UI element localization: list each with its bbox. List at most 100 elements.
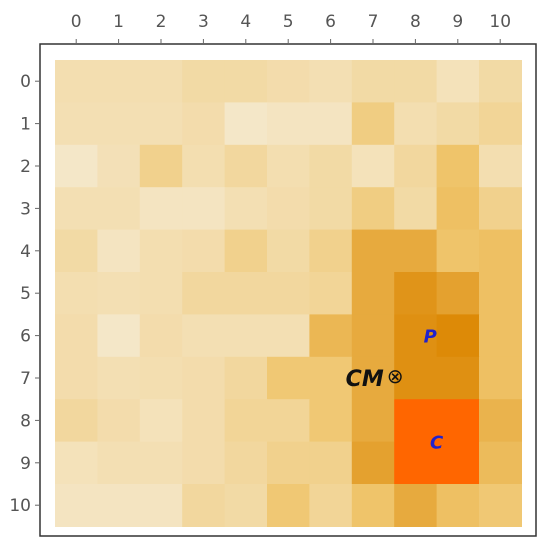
heatmap-cell-r7-c4 — [224, 356, 268, 400]
heatmap-cell-r8-c7 — [351, 399, 395, 443]
heatmap-cell-r6-c10 — [479, 314, 522, 358]
heatmap-cell-r2-c2 — [139, 144, 183, 188]
heatmap-cell-r9-c5 — [267, 441, 310, 485]
heatmap-cell-r0-c1 — [97, 60, 141, 103]
heatmap-cell-r8-c10 — [479, 399, 522, 443]
heatmap-cell-r1-c4 — [224, 102, 268, 146]
heatmap-cell-r2-c10 — [479, 144, 522, 188]
heatmap-cell-r3-c7 — [351, 187, 395, 231]
heatmap-cell-r10-c1 — [97, 484, 141, 527]
heatmap-cell-r9-c8 — [394, 441, 438, 485]
heatmap-cell-r4-c7 — [351, 229, 395, 273]
heatmap-cell-r3-c2 — [139, 187, 183, 231]
heatmap-cell-r8-c2 — [139, 399, 183, 443]
y-tick-label-1: 1 — [20, 115, 31, 135]
heatmap-cell-r6-c0 — [55, 314, 98, 358]
heatmap-cell-r7-c2 — [139, 356, 183, 400]
heatmap-cell-r3-c4 — [224, 187, 268, 231]
heatmap-cell-r2-c6 — [309, 144, 353, 188]
y-tick-label-6: 6 — [20, 327, 31, 347]
heatmap-cell-r7-c9 — [436, 356, 480, 400]
heatmap-cell-r6-c3 — [182, 314, 226, 358]
x-tick-label-3: 3 — [198, 12, 209, 32]
heatmap-cells — [55, 60, 522, 527]
heatmap-cell-r1-c2 — [139, 102, 183, 146]
heatmap-cell-r9-c4 — [224, 441, 268, 485]
x-tick-label-2: 2 — [156, 12, 167, 32]
heatmap-cell-r5-c10 — [479, 272, 522, 315]
heatmap-cell-r3-c3 — [182, 187, 226, 231]
heatmap-cell-r6-c6 — [309, 314, 353, 358]
heatmap-cell-r0-c0 — [55, 60, 98, 103]
heatmap-cell-r10-c2 — [139, 484, 183, 527]
heatmap-cell-r8-c1 — [97, 399, 141, 443]
x-tick-label-1: 1 — [113, 12, 124, 32]
annotations: P C CM ⊗ — [346, 327, 444, 454]
heatmap-cell-r2-c3 — [182, 144, 226, 188]
heatmap-cell-r9-c0 — [55, 441, 98, 485]
heatmap-cell-r6-c8 — [394, 314, 438, 358]
heatmap-cell-r0-c6 — [309, 60, 353, 103]
heatmap-cell-r5-c9 — [436, 272, 480, 315]
heatmap-cell-r5-c3 — [182, 272, 226, 315]
heatmap-cell-r9-c7 — [351, 441, 395, 485]
heatmap-cell-r9-c10 — [479, 441, 522, 485]
heatmap-cell-r4-c2 — [139, 229, 183, 273]
heatmap-cell-r1-c9 — [436, 102, 480, 146]
heatmap-cell-r1-c8 — [394, 102, 438, 146]
heatmap-cell-r7-c6 — [309, 356, 353, 400]
heatmap-cell-r3-c1 — [97, 187, 141, 231]
heatmap-cell-r9-c3 — [182, 441, 226, 485]
heatmap-cell-r6-c1 — [97, 314, 141, 358]
heatmap-cell-r5-c2 — [139, 272, 183, 315]
heatmap-cell-r4-c10 — [479, 229, 522, 273]
heatmap-cell-r6-c9 — [436, 314, 480, 358]
heatmap-cell-r4-c3 — [182, 229, 226, 273]
heatmap-cell-r2-c8 — [394, 144, 438, 188]
heatmap-cell-r9-c1 — [97, 441, 141, 485]
heatmap-cell-r8-c5 — [267, 399, 310, 443]
heatmap-cell-r3-c6 — [309, 187, 353, 231]
heatmap-cell-r4-c1 — [97, 229, 141, 273]
y-tick-label-9: 9 — [20, 454, 31, 474]
heatmap-cell-r2-c9 — [436, 144, 480, 188]
heatmap-cell-r0-c7 — [351, 60, 395, 103]
heatmap-cell-r8-c4 — [224, 399, 268, 443]
heatmap-cell-r1-c6 — [309, 102, 353, 146]
heatmap-cell-r3-c9 — [436, 187, 480, 231]
heatmap-cell-r4-c0 — [55, 229, 98, 273]
heatmap-cell-r6-c2 — [139, 314, 183, 358]
heatmap-cell-r10-c7 — [351, 484, 395, 527]
heatmap-cell-r4-c4 — [224, 229, 268, 273]
heatmap-cell-r0-c3 — [182, 60, 226, 103]
annotation-cm-label: CM — [346, 367, 384, 392]
y-tick-label-10: 10 — [9, 496, 31, 516]
heatmap-cell-r8-c9 — [436, 399, 480, 443]
heatmap-cell-r8-c0 — [55, 399, 98, 443]
heatmap-cell-r10-c9 — [436, 484, 480, 527]
heatmap-cell-r5-c0 — [55, 272, 98, 315]
x-tick-label-8: 8 — [410, 12, 421, 32]
heatmap-cell-r9-c2 — [139, 441, 183, 485]
heatmap-cell-r6-c5 — [267, 314, 310, 358]
heatmap-cell-r10-c0 — [55, 484, 98, 527]
x-tick-label-0: 0 — [71, 12, 82, 32]
y-tick-label-5: 5 — [20, 284, 31, 304]
center-of-mass-icon: ⊗ — [387, 364, 404, 388]
heatmap-cell-r10-c3 — [182, 484, 226, 527]
heatmap-cell-r5-c4 — [224, 272, 268, 315]
y-tick-label-7: 7 — [20, 369, 31, 389]
y-tick-label-2: 2 — [20, 157, 31, 177]
x-tick-label-4: 4 — [240, 12, 251, 32]
heatmap-cell-r2-c5 — [267, 144, 310, 188]
heatmap-cell-r0-c8 — [394, 60, 438, 103]
x-tick-label-10: 10 — [489, 12, 511, 32]
heatmap-cell-r2-c7 — [351, 144, 395, 188]
heatmap-cell-r10-c5 — [267, 484, 310, 527]
heatmap-cell-r5-c6 — [309, 272, 353, 315]
heatmap-cell-r0-c10 — [479, 60, 522, 103]
heatmap-cell-r7-c8 — [394, 356, 438, 400]
x-tick-label-7: 7 — [368, 12, 379, 32]
heatmap-cell-r6-c7 — [351, 314, 395, 358]
